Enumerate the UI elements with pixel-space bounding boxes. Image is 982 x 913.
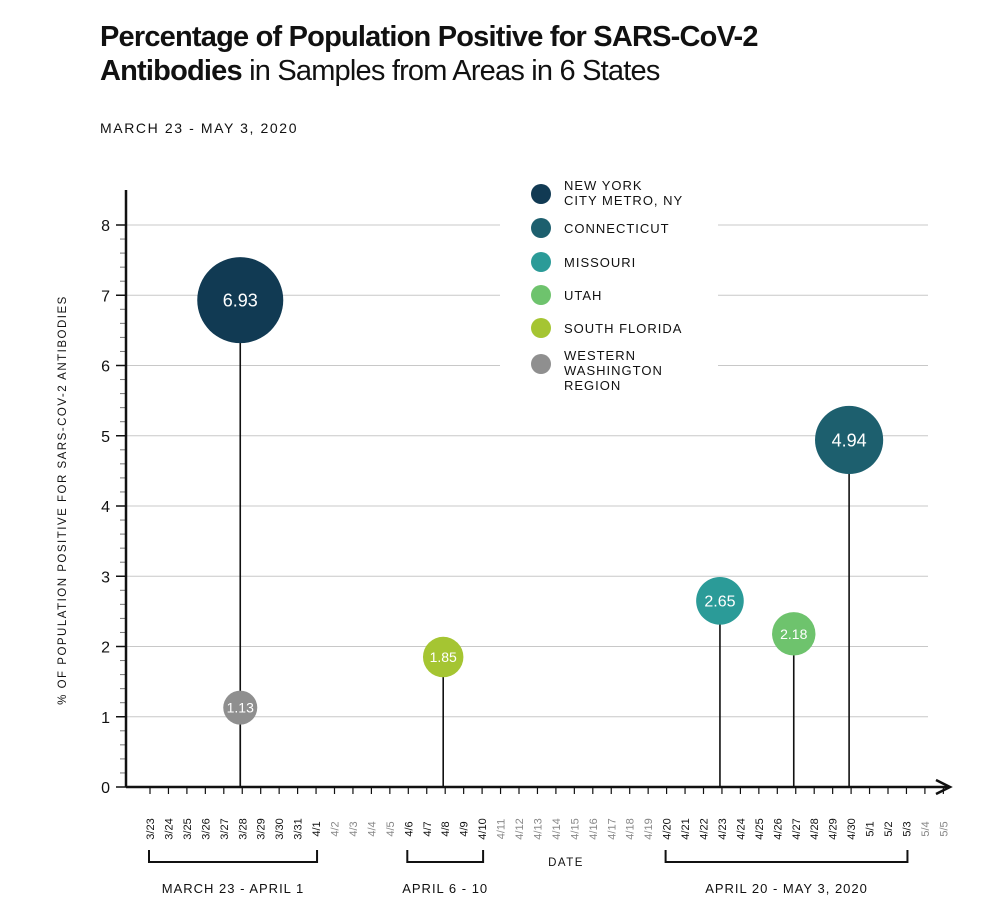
x-tick-label: 4/7 (422, 821, 434, 836)
x-tick-label: 4/30 (846, 818, 858, 839)
legend-swatch (531, 218, 551, 238)
x-tick-label: 3/30 (274, 818, 286, 839)
data-bubble (197, 257, 284, 344)
x-tick-label: 4/23 (717, 818, 729, 839)
x-tick-label: 4/24 (735, 818, 747, 839)
x-tick-label: 5/3 (901, 821, 913, 836)
legend-swatch (531, 184, 551, 204)
x-tick-label: 4/28 (809, 818, 821, 839)
y-tick-label: 1 (101, 710, 110, 727)
x-tick-label: 4/19 (643, 818, 655, 839)
x-tick-label: 3/23 (145, 818, 157, 839)
x-tick-label: 4/16 (588, 818, 600, 839)
y-tick-label: 7 (101, 288, 110, 305)
bubble-value-label: 6.93 (223, 291, 258, 311)
x-tick-label: 4/12 (514, 818, 526, 839)
x-tick-label: 4/18 (625, 818, 637, 839)
x-tick-label: 3/24 (163, 818, 175, 839)
bubble-value-label: 1.13 (227, 700, 254, 716)
x-tick-label: 3/26 (200, 818, 212, 839)
chart-subtitle: MARCH 23 - MAY 3, 2020 (100, 120, 299, 136)
period-bracket (664, 850, 909, 863)
y-axis-title: % OF POPULATION POSITIVE FOR SARS-COV-2 … (57, 295, 69, 705)
x-tick-label: 5/2 (883, 821, 895, 836)
legend-label: CITY METRO, NY (564, 193, 683, 208)
x-tick-label: 4/13 (532, 818, 544, 839)
chart-title: Percentage of Population Positive for SA… (100, 20, 759, 88)
bubble-value-label: 4.94 (832, 430, 867, 450)
legend-swatch (531, 354, 551, 374)
legend-label: MISSOURI (564, 255, 636, 270)
y-tick-label: 6 (101, 359, 110, 376)
x-tick-label: 4/2 (330, 821, 342, 836)
x-tick-label: 4/25 (754, 818, 766, 839)
data-bubble (815, 405, 884, 475)
x-tick-label: 4/21 (680, 818, 692, 839)
period-label: APRIL 20 - MAY 3, 2020 (705, 881, 868, 896)
x-tick-label: 3/28 (237, 818, 249, 839)
legend-swatch (531, 285, 551, 305)
bubble-value-label: 1.85 (430, 649, 457, 665)
legend-label: SOUTH FLORIDA (564, 321, 682, 336)
x-tick-label: 5/1 (865, 821, 877, 836)
y-tick-label: 2 (101, 640, 110, 657)
x-tick-label: 4/22 (699, 818, 711, 839)
y-tick-label: 3 (101, 569, 110, 586)
x-tick-label: 4/10 (477, 818, 489, 839)
x-tick-label: 5/4 (920, 821, 932, 836)
x-tick-label: 4/6 (403, 821, 415, 836)
legend-label: CONNECTICUT (564, 221, 670, 236)
data-bubble (772, 612, 816, 656)
x-axis-title: DATE (548, 857, 584, 869)
period-label: APRIL 6 - 10 (402, 881, 488, 896)
period-label: MARCH 23 - APRIL 1 (162, 881, 305, 896)
x-tick-label: 3/27 (219, 818, 231, 839)
x-tick-label: 4/27 (791, 818, 803, 839)
x-tick-label: 4/9 (459, 821, 471, 836)
y-tick-label: 8 (101, 218, 110, 235)
title-line-2: Antibodies in Samples from Areas in 6 St… (100, 54, 758, 88)
x-tick-label: 4/1 (311, 821, 323, 836)
x-tick-label: 4/26 (772, 818, 784, 839)
x-tick-label: 4/15 (569, 818, 581, 839)
y-tick-label: 5 (101, 429, 110, 446)
legend-label: REGION (564, 378, 621, 393)
data-bubble (422, 636, 464, 678)
bubble-value-label: 2.18 (780, 626, 807, 642)
legend-swatch (531, 252, 551, 272)
legend-label: WASHINGTON (564, 363, 663, 378)
period-bracket (148, 850, 319, 863)
title-line-2-rest: in Samples from Areas in 6 States (241, 55, 660, 87)
data-bubble (696, 577, 744, 625)
title-line-2-bold: Antibodies (100, 55, 243, 87)
legend-swatch (531, 318, 551, 338)
x-tick-label: 3/25 (182, 818, 194, 839)
legend-label: NEW YORK (564, 178, 643, 193)
legend-label: WESTERN (564, 348, 636, 363)
y-tick-label: 0 (101, 780, 110, 797)
x-tick-label: 3/31 (293, 818, 305, 839)
x-tick-label: 4/17 (606, 818, 618, 839)
y-tick-label: 4 (101, 499, 110, 516)
x-axis-arrow (935, 778, 953, 796)
x-tick-label: 4/8 (440, 821, 452, 836)
x-tick-label: 3/29 (256, 818, 268, 839)
x-tick-label: 4/11 (496, 819, 508, 840)
legend-label: UTAH (564, 288, 602, 303)
data-bubble (223, 690, 258, 725)
x-tick-label: 4/29 (828, 818, 840, 839)
x-tick-label: 4/20 (662, 818, 674, 839)
title-line-1: Percentage of Population Positive for SA… (100, 21, 759, 53)
bubble-value-label: 2.65 (704, 594, 735, 611)
x-tick-label: 5/5 (938, 821, 950, 836)
x-tick-label: 4/3 (348, 821, 360, 836)
x-tick-label: 4/4 (366, 821, 378, 836)
period-bracket (406, 850, 485, 863)
x-tick-label: 4/5 (385, 821, 397, 836)
x-tick-label: 4/14 (551, 818, 563, 839)
